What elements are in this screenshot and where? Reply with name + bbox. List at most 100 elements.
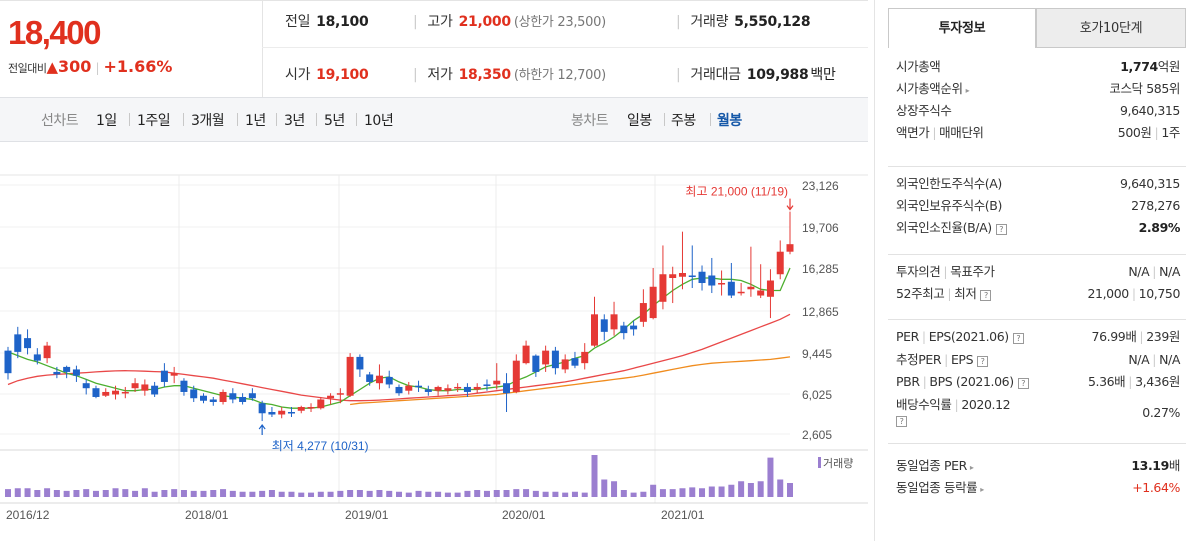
invest-value-text: 코스닥 585위 bbox=[1109, 81, 1180, 96]
candle-body bbox=[444, 388, 452, 391]
volume-bar bbox=[200, 490, 207, 497]
divider bbox=[129, 113, 130, 126]
volume-bar bbox=[53, 490, 60, 497]
candle-body bbox=[258, 403, 266, 414]
period-6[interactable]: 5년 bbox=[324, 113, 345, 129]
candle-body bbox=[307, 406, 315, 409]
help-icon[interactable]: ? bbox=[1017, 378, 1029, 389]
divider: | bbox=[1128, 374, 1133, 389]
invest-value-text-2: 1주 bbox=[1161, 125, 1180, 140]
volume-bar bbox=[532, 490, 539, 497]
candle-body bbox=[542, 350, 550, 365]
volume-bar bbox=[249, 491, 256, 497]
period-1[interactable]: 1일 bbox=[96, 113, 117, 129]
candle-body bbox=[248, 393, 256, 399]
invest-value-text: +1.64% bbox=[1132, 480, 1180, 495]
volume-bar bbox=[747, 483, 754, 497]
volume-bar bbox=[620, 490, 627, 497]
candle-body bbox=[483, 384, 491, 386]
invest-value: +1.64% bbox=[1132, 479, 1180, 497]
volume-bar bbox=[268, 490, 275, 497]
invest-value: 5.36배 | 3,436원 bbox=[1088, 373, 1180, 391]
invest-key-label: 추정PER bbox=[896, 352, 942, 367]
candle-body bbox=[375, 375, 383, 384]
volume-bar bbox=[679, 488, 686, 497]
invest-value: 코스닥 585위 bbox=[1109, 80, 1180, 98]
help-icon[interactable]: ? bbox=[896, 416, 907, 427]
invest-unit: 억원 bbox=[1157, 59, 1181, 74]
prev-close: 전일 18,100 bbox=[285, 14, 369, 30]
candle-period-3[interactable]: 월봉 bbox=[717, 113, 742, 129]
invest-row: 상장주식수 9,640,315 bbox=[896, 102, 1180, 120]
candle-body bbox=[610, 314, 618, 330]
candle-body bbox=[112, 390, 120, 395]
price-change: 전일대비▲300 | +1.66% bbox=[8, 57, 173, 76]
y-tick-label: 2,605 bbox=[802, 428, 832, 442]
invest-value-text: 9,640,315 bbox=[1119, 176, 1180, 191]
volume-bar bbox=[141, 488, 148, 497]
invest-key-label: 배당수익률 bbox=[896, 397, 952, 412]
invest-value: 76.99배 | 239원 bbox=[1092, 328, 1181, 346]
candle-body bbox=[639, 303, 647, 322]
divider: | bbox=[921, 329, 926, 344]
help-icon[interactable]: ? bbox=[1012, 333, 1024, 344]
volume-bar bbox=[298, 492, 305, 497]
candle-period-2[interactable]: 주봉 bbox=[671, 113, 696, 129]
invest-row: 배당수익률 | 2020.12 0.27%? bbox=[896, 396, 1180, 427]
candle-body bbox=[503, 383, 511, 394]
candle-body bbox=[287, 412, 295, 414]
change-rate: +1.66% bbox=[103, 57, 173, 76]
candle-body bbox=[170, 373, 178, 376]
divider bbox=[888, 443, 1186, 444]
volume-bar bbox=[14, 488, 21, 497]
candle-body bbox=[600, 319, 608, 332]
period-3[interactable]: 3개월 bbox=[191, 113, 225, 129]
volume-bar bbox=[415, 490, 422, 497]
divider: | bbox=[1154, 125, 1159, 140]
candle-body bbox=[415, 385, 423, 388]
invest-value: 2.89% bbox=[1138, 219, 1181, 237]
volume-bar bbox=[327, 491, 334, 497]
candle-body bbox=[424, 389, 432, 392]
volume-bar bbox=[308, 492, 315, 497]
candle-period-1[interactable]: 일봉 bbox=[627, 113, 652, 129]
invest-value-text: 13.19 bbox=[1131, 458, 1169, 473]
period-2[interactable]: 1주일 bbox=[137, 113, 171, 129]
volume-bar bbox=[220, 489, 227, 497]
invest-value-text: 2.89% bbox=[1138, 220, 1181, 235]
invest-value-text-2: 10,750 bbox=[1138, 286, 1181, 301]
invest-key-label-2: 2020.12 bbox=[961, 397, 1011, 412]
volume-bar bbox=[151, 491, 158, 497]
candle-body bbox=[102, 391, 110, 396]
help-icon[interactable]: ? bbox=[995, 224, 1007, 235]
tab-order-book[interactable]: 호가10단계 bbox=[1036, 8, 1186, 48]
y-tick-label: 6,025 bbox=[802, 388, 832, 402]
help-icon[interactable]: ? bbox=[980, 290, 992, 301]
period-7[interactable]: 10년 bbox=[364, 113, 394, 129]
chevron-right-icon[interactable]: ▸ bbox=[980, 485, 984, 494]
open-price: 시가 19,100 bbox=[285, 67, 369, 83]
invest-key: 배당수익률 | 2020.12 bbox=[896, 396, 1011, 414]
divider: | bbox=[1152, 264, 1157, 279]
invest-value-text-2: 239원 bbox=[1146, 329, 1180, 344]
volume-bar bbox=[366, 490, 373, 497]
invest-key-label-2: EPS bbox=[950, 352, 974, 367]
stock-chart[interactable]: 23,126 19,706 16,285 12,865 9,445 6,025 2,605 거… bbox=[0, 150, 868, 541]
invest-value: N/A | N/A bbox=[1128, 351, 1180, 369]
period-4[interactable]: 1년 bbox=[245, 113, 266, 129]
y-tick-label: 19,706 bbox=[802, 221, 839, 235]
chevron-right-icon[interactable]: ▸ bbox=[965, 86, 970, 95]
invest-value-text: N/A bbox=[1128, 352, 1150, 367]
help-icon[interactable]: ? bbox=[977, 356, 989, 367]
candle-body bbox=[630, 325, 638, 330]
candle-body bbox=[405, 385, 413, 391]
period-5[interactable]: 3년 bbox=[284, 113, 305, 129]
high-price: | 고가 21,000 (상한가 23,500) bbox=[413, 14, 606, 30]
candle-body bbox=[522, 345, 530, 364]
tab-invest-info[interactable]: 투자정보 bbox=[888, 8, 1036, 48]
chevron-right-icon[interactable]: ▸ bbox=[969, 463, 974, 472]
volume-bar bbox=[777, 479, 784, 497]
volume-bar bbox=[171, 489, 178, 497]
divider: | bbox=[932, 125, 937, 140]
divider bbox=[237, 113, 238, 126]
